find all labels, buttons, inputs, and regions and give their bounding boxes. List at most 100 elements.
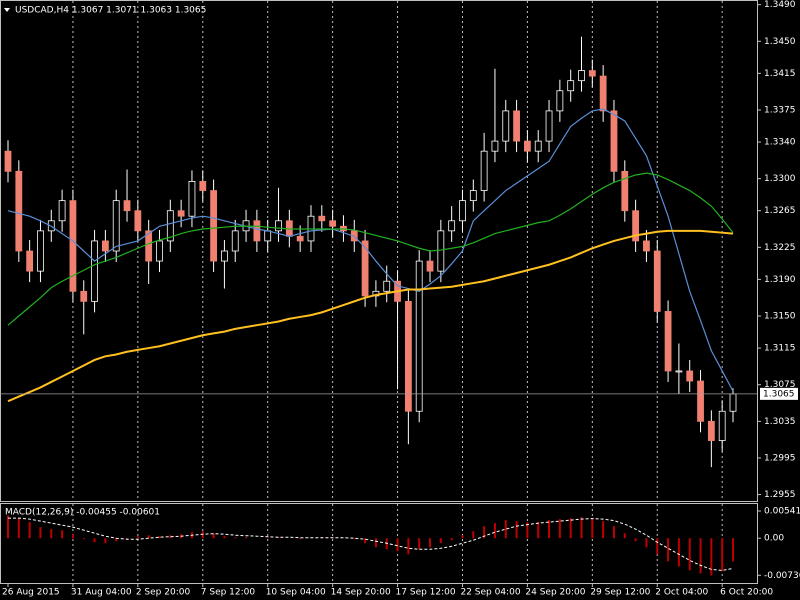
main-pane-border (0, 0, 758, 502)
candle-body (621, 170, 629, 212)
candle-body (675, 370, 683, 373)
y-tick-label: 1.3150 (764, 312, 796, 322)
y-tick-label: 1.2995 (764, 453, 796, 463)
x-tick-label: 14 Sep 20:00 (331, 588, 391, 598)
x-tick-label: 24 Sep 20:00 (525, 588, 585, 598)
candle-body (469, 190, 477, 202)
moving-average (7, 229, 734, 403)
candle-body (534, 140, 542, 152)
candle-body (264, 230, 272, 242)
menu-arrow[interactable] (4, 8, 10, 12)
x-tick-label: 2 Sep 20:00 (136, 588, 191, 598)
y-tick-label: 1.3075 (764, 380, 796, 390)
candle-body (632, 210, 640, 242)
candle-body (729, 393, 737, 412)
candle-body (513, 110, 520, 142)
y-tick-label: 1.3450 (764, 37, 796, 47)
candle-body (15, 170, 23, 252)
y-tick-label: 1.3340 (764, 138, 796, 148)
x-tick-label: 17 Sep 12:00 (396, 588, 456, 598)
macd-title: MACD(12,26,9) -0.00455 -0.00601 (5, 508, 160, 518)
moving-average (7, 108, 734, 392)
candle-body (383, 280, 391, 292)
candle-body (578, 70, 585, 82)
candle-body (134, 210, 142, 232)
candle-body (697, 380, 704, 422)
candle-body (26, 250, 34, 272)
candle-body (37, 230, 44, 272)
y-tick-label: 1.3375 (764, 105, 796, 115)
candle-body (145, 230, 153, 262)
x-tick-label: 2 Oct 04:00 (655, 588, 708, 598)
candle-body (210, 190, 217, 262)
candle-body (664, 311, 672, 372)
price-box (760, 387, 798, 400)
candle-body (221, 250, 228, 262)
candle-body (101, 240, 109, 252)
candle-body (567, 80, 575, 92)
x-tick-label: 26 Aug 2015 (2, 588, 60, 598)
y-tick-label: 1.3225 (764, 243, 796, 253)
x-tick-label: 6 Oct 20:00 (720, 588, 773, 598)
candle-body (329, 220, 337, 227)
candle-body (404, 300, 412, 412)
candle-body (231, 230, 239, 252)
candle-body (459, 200, 466, 222)
candle-body (588, 70, 596, 77)
y-tick-label: 1.3265 (764, 206, 796, 216)
candle-body (448, 220, 456, 232)
candle-body (610, 110, 618, 172)
candle-body (199, 181, 207, 191)
y-tick-label: 1.2955 (764, 490, 796, 500)
x-tick-label: 22 Sep 04:00 (460, 588, 520, 598)
candle-body (524, 140, 531, 152)
candle-body (707, 420, 715, 441)
candle-body (426, 260, 434, 272)
candle-body (188, 181, 196, 217)
y-tick-label: 0.00 (764, 534, 784, 544)
candle-body (318, 215, 326, 222)
candle-body (253, 220, 261, 242)
x-tick-label: 29 Sep 12:00 (590, 588, 650, 598)
y-tick-label: 1.3115 (764, 344, 796, 354)
candle-body (361, 240, 369, 297)
y-tick-label: 1.3035 (764, 417, 796, 427)
candle-body (437, 230, 445, 272)
y-tick-label: 1.3300 (764, 174, 796, 184)
candle-body (275, 220, 282, 232)
y-tick-label: 1.3490 (764, 0, 796, 10)
candle-body (166, 210, 174, 242)
y-tick-label: 1.3190 (764, 275, 796, 285)
candle-body (91, 240, 98, 302)
candle-body (415, 260, 423, 412)
candle-body (58, 200, 66, 222)
candle-body (112, 200, 120, 252)
candle-body (80, 290, 88, 302)
candle-body (123, 200, 131, 212)
candle-body (491, 140, 499, 152)
candle-body (643, 240, 650, 252)
y-tick-label: 0.00541 (764, 506, 800, 516)
moving-average (7, 172, 734, 326)
price-label: 1.3065 (763, 389, 795, 399)
candle-body (545, 110, 553, 142)
y-tick-label: 1.3415 (764, 69, 796, 79)
candle-body (653, 250, 661, 312)
candle-body (718, 410, 726, 441)
candle-body (480, 150, 488, 191)
candle-body (296, 235, 304, 242)
candle-body (69, 200, 77, 292)
candle-body (156, 240, 163, 262)
x-tick-label: 10 Sep 04:00 (266, 588, 326, 598)
macd-pane-border (0, 503, 758, 584)
candle-body (599, 75, 607, 112)
candle-body (4, 150, 12, 172)
candle-body (502, 110, 510, 142)
macd-signal (8, 517, 734, 571)
candle-body (556, 90, 564, 112)
x-tick-label: 7 Sep 12:00 (201, 588, 256, 598)
y-tick-label: -0.00736 (764, 571, 800, 581)
chart-title: USDCAD,H4 1.3067 1.3071 1.3063 1.3065 (15, 6, 206, 16)
